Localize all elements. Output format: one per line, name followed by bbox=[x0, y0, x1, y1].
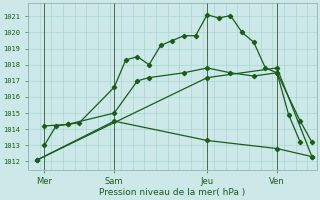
X-axis label: Pression niveau de la mer( hPa ): Pression niveau de la mer( hPa ) bbox=[99, 188, 245, 197]
